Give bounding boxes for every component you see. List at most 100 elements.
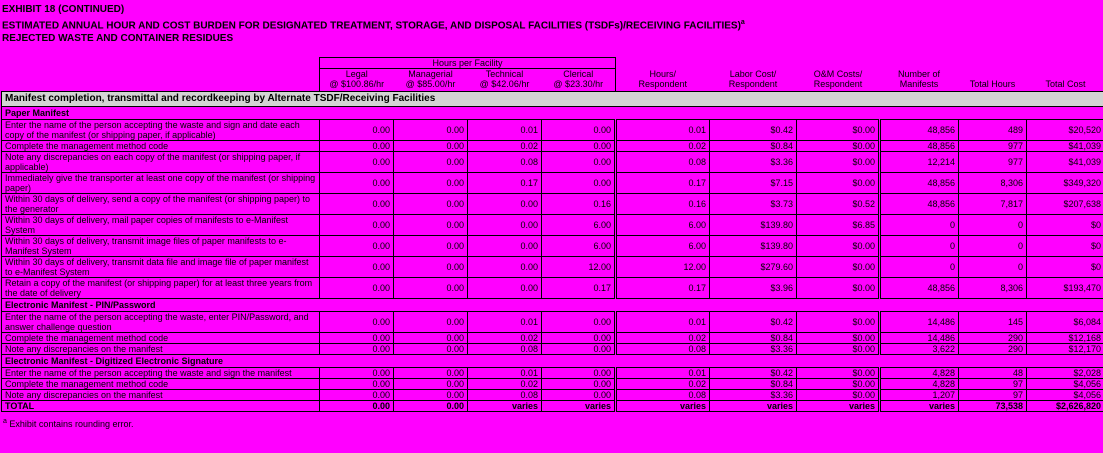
section-row: Paper Manifest <box>0 106 1103 121</box>
cell-total-hours: 0 <box>958 256 1028 279</box>
cell-hours-per-respondent: 0.01 <box>614 367 711 380</box>
cell-total-cost: $207,638 <box>1026 193 1103 216</box>
cell-total-hours: 97 <box>958 389 1028 402</box>
column-header-total-hours: Total Hours <box>969 79 1016 90</box>
activity-label: Note any discrepancies on the manifest <box>1 389 320 402</box>
cell-total-cost: $193,470 <box>1026 277 1103 300</box>
cell-legal: 0.00 <box>319 235 394 258</box>
cell-clerical: 0.00 <box>540 343 617 356</box>
cell-labor-cost-per-respondent: $139.80 <box>709 214 798 237</box>
cell-number-of-manifests: 1,207 <box>878 389 960 402</box>
cell-legal: 0.00 <box>319 378 394 391</box>
table-row: Within 30 days of delivery, transmit dat… <box>1 256 1103 279</box>
table-footnote: a Exhibit contains rounding error. <box>3 418 1103 429</box>
cell-number-of-manifests: 0 <box>878 256 960 279</box>
cell-technical: 0.02 <box>467 332 542 345</box>
cell-managerial: 0.00 <box>393 140 468 153</box>
cell-total-cost: $0 <box>1026 214 1103 237</box>
cell-legal: 0.00 <box>319 214 394 237</box>
cell-clerical: 0.00 <box>540 389 617 402</box>
cell-labor-cost-per-respondent: $0.42 <box>709 119 798 142</box>
cell-managerial: 0.00 <box>393 400 468 413</box>
cell-om-costs-per-respondent: $0.52 <box>796 193 881 216</box>
cell-labor-cost-per-respondent: $3.73 <box>709 193 798 216</box>
cell-total-cost: $349,320 <box>1026 172 1103 195</box>
cell-total-cost: $12,170 <box>1026 343 1103 356</box>
activity-label: Complete the management method code <box>1 140 320 153</box>
cell-total-hours: 7,817 <box>958 193 1028 216</box>
cell-legal: 0.00 <box>319 343 394 356</box>
cell-legal: 0.00 <box>319 256 394 279</box>
cell-managerial: 0.00 <box>393 378 468 391</box>
activity-label: Complete the management method code <box>1 332 320 345</box>
cell-om-costs-per-respondent: $0.00 <box>796 378 881 391</box>
cell-clerical: 0.00 <box>540 172 617 195</box>
cell-total-cost: $41,039 <box>1026 151 1103 174</box>
cell-hours-per-respondent: 6.00 <box>614 235 711 258</box>
exhibit-number: EXHIBIT 18 (CONTINUED) <box>2 4 125 15</box>
cell-labor-cost-per-respondent: $3.96 <box>709 277 798 300</box>
activity-label: Note any discrepancies on each copy of t… <box>1 151 320 174</box>
cell-technical: 0.01 <box>467 311 542 334</box>
cell-managerial: 0.00 <box>393 214 468 237</box>
cell-legal: 0.00 <box>319 332 394 345</box>
cell-om-costs-per-respondent: varies <box>796 400 881 413</box>
cell-technical: 0.08 <box>467 151 542 174</box>
cell-managerial: 0.00 <box>393 119 468 142</box>
table-row: Retain a copy of the manifest (or shippi… <box>1 277 1103 300</box>
cell-hours-per-respondent: 0.01 <box>614 311 711 334</box>
column-header-technical: Technical @ $42.06/hr <box>479 69 530 90</box>
cell-labor-cost-per-respondent: $3.36 <box>709 151 798 174</box>
activity-label: Within 30 days of delivery, transmit dat… <box>1 256 320 279</box>
cell-labor-cost-per-respondent: $139.80 <box>709 235 798 258</box>
cell-number-of-manifests: 3,622 <box>878 343 960 356</box>
cell-managerial: 0.00 <box>393 332 468 345</box>
cell-number-of-manifests: 12,214 <box>878 151 960 174</box>
column-header-total-cost: Total Cost <box>1045 79 1086 90</box>
cell-om-costs-per-respondent: $0.00 <box>796 332 881 345</box>
cell-technical: 0.02 <box>467 378 542 391</box>
cell-managerial: 0.00 <box>393 389 468 402</box>
column-header-managerial: Managerial @ $85.00/hr <box>405 69 456 90</box>
activity-label: Within 30 days of delivery, transmit ima… <box>1 235 320 258</box>
cell-managerial: 0.00 <box>393 311 468 334</box>
column-header-hours-per-respondent: Hours/ Respondent <box>638 69 688 90</box>
section-row: Electronic Manifest - Digitized Electron… <box>0 354 1103 369</box>
cell-total-cost: $2,028 <box>1026 367 1103 380</box>
cell-hours-per-respondent: 0.01 <box>614 119 711 142</box>
activity-label: Within 30 days of delivery, send a copy … <box>1 193 320 216</box>
cell-total-cost: $4,056 <box>1026 378 1103 391</box>
cell-hours-per-respondent: 0.08 <box>614 343 711 356</box>
cell-technical: 0.08 <box>467 343 542 356</box>
exhibit-subtitle: ESTIMATED ANNUAL HOUR AND COST BURDEN FO… <box>2 19 745 32</box>
total-label: TOTAL <box>1 400 320 413</box>
cell-technical: 0.01 <box>467 367 542 380</box>
cell-hours-per-respondent: 0.08 <box>614 151 711 174</box>
cell-legal: 0.00 <box>319 151 394 174</box>
table-row: Enter the name of the person accepting t… <box>1 367 1103 380</box>
cell-legal: 0.00 <box>319 172 394 195</box>
cell-labor-cost-per-respondent: $0.84 <box>709 140 798 153</box>
cell-managerial: 0.00 <box>393 256 468 279</box>
cell-hours-per-respondent: 0.02 <box>614 140 711 153</box>
cell-labor-cost-per-respondent: $279.60 <box>709 256 798 279</box>
total-row: TOTAL 0.00 0.00 varies varies varies varies var… <box>1 400 1103 413</box>
burden-table: Hours per Facility Legal @ $100.86/hr Ma… <box>0 57 1103 413</box>
table-row: Complete the management method code 0.00 0… <box>1 378 1103 391</box>
cell-labor-cost-per-respondent: $0.42 <box>709 367 798 380</box>
table-row: Within 30 days of delivery, send a copy … <box>1 193 1103 216</box>
cell-om-costs-per-respondent: $0.00 <box>796 119 881 142</box>
cell-total-cost: $4,056 <box>1026 389 1103 402</box>
column-header-om-costs-per-respondent: O&M Costs/ Respondent <box>813 69 863 90</box>
cell-clerical: 6.00 <box>540 235 617 258</box>
cell-total-hours: 977 <box>958 151 1028 174</box>
cell-om-costs-per-respondent: $6.85 <box>796 214 881 237</box>
column-header-row: Legal @ $100.86/hr Managerial @ $85.00/h… <box>2 68 1103 92</box>
cell-technical: 0.00 <box>467 256 542 279</box>
table-row: Note any discrepancies on each copy of t… <box>1 151 1103 174</box>
table-row: Note any discrepancies on the manifest 0.… <box>1 389 1103 402</box>
cell-legal: 0.00 <box>319 140 394 153</box>
cell-hours-per-respondent: 12.00 <box>614 256 711 279</box>
band-row: Manifest completion, transmittal and rec… <box>0 91 1103 108</box>
cell-clerical: varies <box>540 400 617 413</box>
